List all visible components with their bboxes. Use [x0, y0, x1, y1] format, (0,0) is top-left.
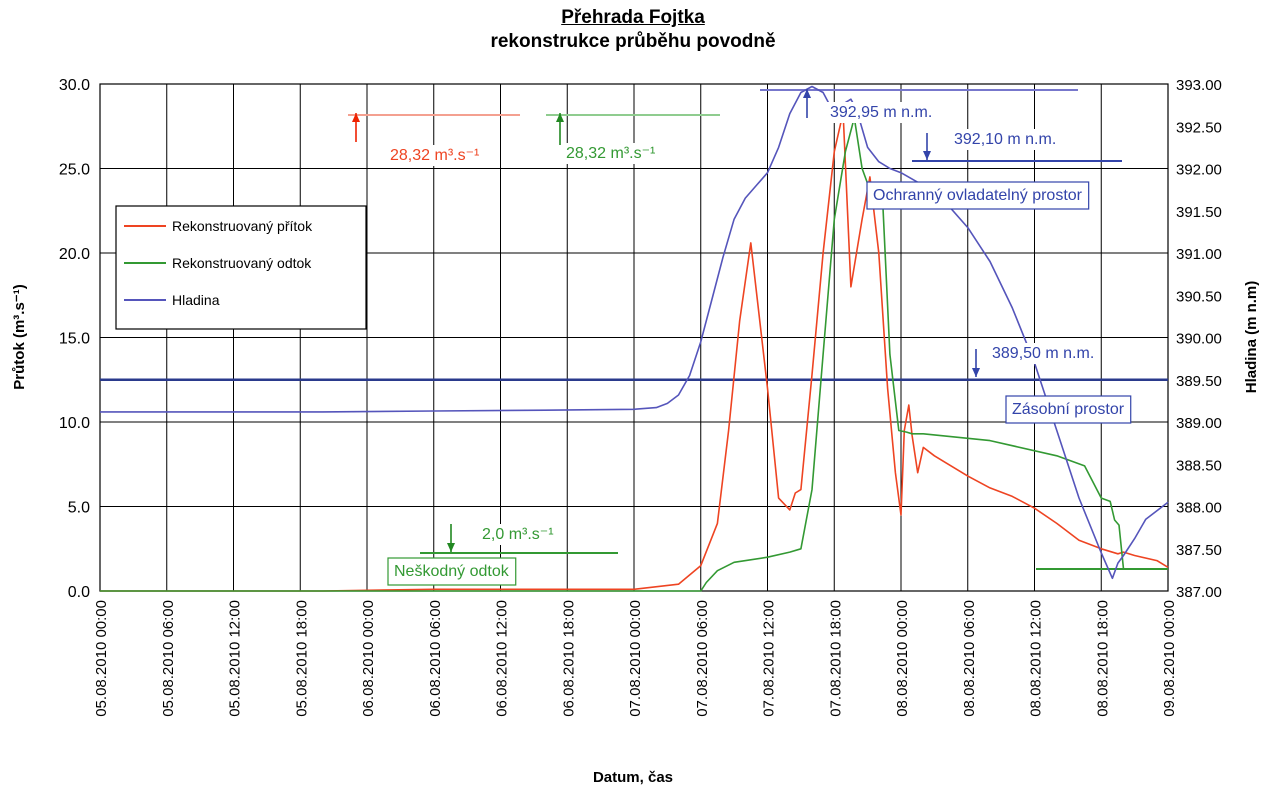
arrow-inflow-max-head — [352, 113, 360, 122]
x-tick-label: 06.08.2010 18:00 — [560, 600, 577, 717]
arrow-392-10-head — [923, 151, 931, 160]
y-left-tick-label: 10.0 — [59, 415, 90, 432]
zone-label-harmless-outflow-box — [387, 557, 517, 586]
y-right-tick-label: 393.00 — [1176, 77, 1222, 94]
y-left-tick-label: 15.0 — [59, 331, 90, 348]
x-tick-label: 05.08.2010 06:00 — [160, 600, 177, 717]
y-left-tick-label: 25.0 — [59, 162, 90, 179]
label-392-95-box — [827, 102, 936, 123]
zone-label-harmless-outflow: Neškodný odtok — [394, 563, 510, 580]
arrow-outflow-max-head — [556, 113, 564, 122]
zone-label-storage-space: Zásobní prostor — [1012, 401, 1125, 418]
label-392-95: 392,95 m n.m. — [830, 104, 932, 121]
y-right-tick-label: 390.50 — [1176, 288, 1222, 305]
x-tick-label: 08.08.2010 18:00 — [1094, 600, 1111, 717]
x-tick-label: 08.08.2010 06:00 — [961, 600, 978, 717]
chart-title-block: Přehrada Fojtka rekonstrukce průběhu pov… — [0, 6, 1266, 54]
x-tick-label: 08.08.2010 12:00 — [1028, 600, 1045, 717]
arrow-389-50-head — [972, 368, 980, 377]
y-right-tick-label: 392.00 — [1176, 162, 1222, 179]
y-right-tick-label: 391.50 — [1176, 204, 1222, 221]
series-line-rekonstruovan-p-tok — [100, 111, 1169, 592]
x-tick-label: 09.08.2010 00:00 — [1161, 600, 1178, 717]
legend-label: Hladina — [172, 292, 220, 308]
x-tick-label: 08.08.2010 00:00 — [894, 600, 911, 717]
label-2-0: 2,0 m³.s⁻¹ — [482, 526, 554, 543]
y-right-tick-label: 390.00 — [1176, 331, 1222, 348]
y-right-tick-label: 388.50 — [1176, 457, 1222, 474]
y-right-tick-label: 392.50 — [1176, 119, 1222, 136]
label-2-0-box — [479, 524, 557, 545]
x-tick-label: 05.08.2010 18:00 — [293, 600, 310, 717]
arrow-392-95-head — [803, 89, 811, 98]
legend-label: Rekonstruovaný odtok — [172, 255, 312, 271]
x-tick-label: 07.08.2010 18:00 — [827, 600, 844, 717]
chart-title: Přehrada Fojtka — [561, 7, 705, 28]
label-392-10: 392,10 m n.m. — [954, 131, 1056, 148]
x-tick-label: 06.08.2010 00:00 — [360, 600, 377, 717]
y-left-axis-title: Průtok (m³.s⁻¹) — [11, 284, 28, 389]
y-right-tick-label: 389.00 — [1176, 415, 1222, 432]
x-tick-label: 07.08.2010 12:00 — [761, 600, 778, 717]
y-left-tick-label: 20.0 — [59, 246, 90, 263]
zone-label-protective-space-box — [866, 181, 1090, 210]
label-inflow-max: 28,32 m³.s⁻¹ — [390, 147, 479, 164]
label-389-50-box — [989, 343, 1098, 364]
legend-label: Rekonstruovaný přítok — [172, 218, 313, 234]
y-left-tick-label: 5.0 — [68, 500, 90, 517]
x-tick-label: 07.08.2010 00:00 — [627, 600, 644, 717]
chart-subtitle: rekonstrukce průběhu povodně — [490, 31, 776, 52]
x-axis-title: Datum, čas — [593, 769, 673, 786]
y-right-tick-label: 391.00 — [1176, 246, 1222, 263]
y-right-tick-label: 389.50 — [1176, 373, 1222, 390]
y-right-axis-title: Hladina (m n.m) — [1243, 281, 1260, 394]
y-left-tick-label: 30.0 — [59, 77, 90, 94]
label-outflow-max-box — [563, 143, 659, 164]
label-inflow-max-box — [387, 145, 483, 166]
y-left-tick-label: 0.0 — [68, 584, 90, 601]
y-right-tick-label: 388.00 — [1176, 500, 1222, 517]
label-392-10-box — [951, 129, 1060, 150]
label-outflow-max: 28,32 m³.s⁻¹ — [566, 145, 655, 162]
x-tick-label: 07.08.2010 06:00 — [694, 600, 711, 717]
y-right-tick-label: 387.00 — [1176, 584, 1222, 601]
x-tick-label: 05.08.2010 12:00 — [227, 600, 244, 717]
x-tick-label: 06.08.2010 12:00 — [494, 600, 511, 717]
x-tick-label: 06.08.2010 06:00 — [427, 600, 444, 717]
label-389-50: 389,50 m n.m. — [992, 345, 1094, 362]
x-tick-label: 05.08.2010 00:00 — [93, 600, 110, 717]
y-right-tick-label: 387.50 — [1176, 542, 1222, 559]
zone-label-storage-space-box — [1005, 395, 1132, 424]
arrow-2-0-head — [447, 543, 455, 552]
zone-label-protective-space: Ochranný ovladatelný prostor — [873, 187, 1083, 204]
